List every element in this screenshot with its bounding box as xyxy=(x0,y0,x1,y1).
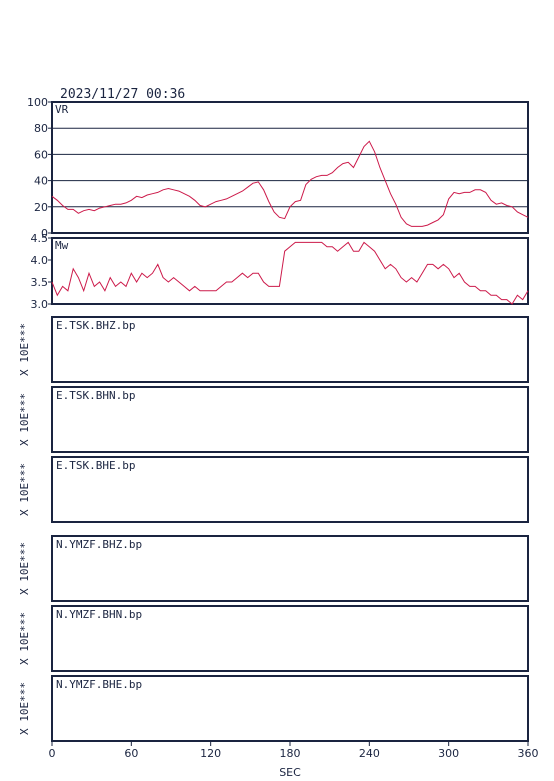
station-scale-label: X 10E*** xyxy=(18,682,31,735)
station-panel-2: E.TSK.BHN.bp X 10E*** xyxy=(18,386,529,453)
mw-y-ticks: 3.0 3.5 4.0 4.5 xyxy=(31,232,52,311)
station-panel-1: E.TSK.BHZ.bp X 10E*** xyxy=(18,316,529,383)
y-tick-label: 4.0 xyxy=(31,254,49,267)
station-scale-label: X 10E*** xyxy=(18,612,31,665)
vr-gridlines xyxy=(52,127,528,208)
x-axis-label: SEC xyxy=(279,766,301,779)
vr-panel-frame xyxy=(51,101,529,234)
station-panel-frame xyxy=(51,316,529,383)
y-tick-label: 40 xyxy=(34,175,48,188)
y-tick-label: 20 xyxy=(34,201,48,214)
y-tick-label: 80 xyxy=(34,122,48,135)
mw-series-line xyxy=(51,241,529,305)
station-scale-label: X 10E*** xyxy=(18,463,31,516)
mw-panel-frame xyxy=(51,237,529,305)
station-scale-label: X 10E*** xyxy=(18,323,31,376)
station-panel-5: N.YMZF.BHN.bp X 10E*** xyxy=(18,605,529,672)
station-panel-frame xyxy=(51,456,529,523)
vr-series-line xyxy=(51,140,529,227)
station-label: E.TSK.BHE.bp xyxy=(56,459,135,472)
x-tick-label: 360 xyxy=(518,747,539,760)
x-tick-label: 120 xyxy=(200,747,221,760)
station-panel-6: N.YMZF.BHE.bp X 10E*** xyxy=(18,675,529,742)
y-tick-label: 60 xyxy=(34,148,48,161)
y-tick-label: 100 xyxy=(27,96,48,109)
mw-panel-label: Mw xyxy=(55,239,69,252)
x-tick-label: 240 xyxy=(359,747,380,760)
station-label: E.TSK.BHN.bp xyxy=(56,389,135,402)
station-label: N.YMZF.BHZ.bp xyxy=(56,538,142,551)
mw-panel: 3.0 3.5 4.0 4.5 Mw xyxy=(31,232,529,311)
station-scale-label: X 10E*** xyxy=(18,393,31,446)
x-axis: 0 60 120 180 240 300 360 xyxy=(49,740,539,760)
x-tick-label: 300 xyxy=(438,747,459,760)
vr-panel-label: VR xyxy=(55,103,69,116)
station-panel-frame xyxy=(51,535,529,602)
station-label: N.YMZF.BHE.bp xyxy=(56,678,142,691)
station-label: E.TSK.BHZ.bp xyxy=(56,319,135,332)
station-panel-4: N.YMZF.BHZ.bp X 10E*** xyxy=(18,535,529,602)
y-tick-label: 3.5 xyxy=(31,276,49,289)
vr-y-ticks: 0 20 40 60 80 100 xyxy=(27,96,52,240)
y-tick-label: 3.0 xyxy=(31,298,49,311)
datetime-header: 2023/11/27 00:36 xyxy=(60,87,185,102)
x-tick-label: 0 xyxy=(49,747,56,760)
x-tick-label: 60 xyxy=(124,747,138,760)
station-label: N.YMZF.BHN.bp xyxy=(56,608,142,621)
y-tick-label: 4.5 xyxy=(31,232,49,245)
station-scale-label: X 10E*** xyxy=(18,542,31,595)
y-tick-label: 0 xyxy=(41,227,48,240)
station-panel-frame xyxy=(51,386,529,453)
vr-panel: 0 20 40 60 80 100 VR xyxy=(27,96,529,240)
station-panel-frame xyxy=(51,605,529,672)
x-tick-label: 180 xyxy=(280,747,301,760)
station-panel-3: E.TSK.BHE.bp X 10E*** xyxy=(18,456,529,523)
